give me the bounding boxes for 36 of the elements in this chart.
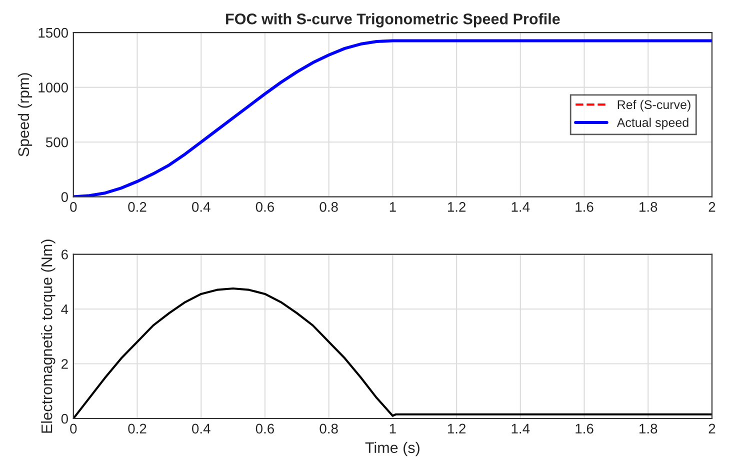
x-tick-label: 0.6 [256, 202, 274, 212]
x-tick-label: 1.8 [640, 424, 658, 434]
x-tick-label: 1.6 [576, 424, 594, 434]
chart-title: FOC with S-curve Trigonometric Speed Profile [226, 13, 560, 28]
x-axis-title: Time (s) [365, 442, 420, 456]
x-tick-label: 1.8 [640, 202, 658, 212]
x-tick-label: 0.2 [128, 424, 146, 434]
x-tick-label: 2 [708, 202, 716, 212]
legend-label: Ref (S-curve) [618, 100, 690, 112]
y-tick-label: 6 [62, 250, 68, 260]
x-tick-label: 0.4 [192, 202, 210, 212]
x-tick-label: 0.8 [320, 202, 338, 212]
y-tick-label: 500 [46, 137, 68, 148]
x-tick-label: 1.4 [512, 424, 530, 434]
x-tick-label: 0 [70, 202, 77, 212]
legend-label: Actual speed [616, 118, 688, 130]
y-tick-label: 1000 [38, 82, 68, 92]
x-tick-label: 0.6 [256, 424, 274, 434]
y-tick-label: 0 [61, 414, 68, 424]
x-tick-label: 0 [70, 424, 77, 434]
y-tick-label: 2 [62, 359, 68, 369]
x-tick-label: 1.6 [576, 202, 594, 212]
x-tick-label: 1.2 [448, 424, 466, 434]
x-tick-label: 1.2 [448, 202, 466, 212]
x-tick-label: 2 [708, 424, 716, 434]
y-tick-label: 4 [61, 304, 68, 314]
x-tick-label: 1.4 [512, 202, 530, 212]
y-axis-title: Speed (rpm) [18, 73, 32, 156]
x-tick-label: 0.4 [192, 424, 210, 434]
x-tick-label: 0.8 [320, 424, 338, 434]
y-axis-title: Electromagnetic torque (Nm) [41, 240, 56, 433]
y-tick-label: 1500 [38, 28, 68, 38]
x-tick-label: 1 [390, 202, 396, 212]
y-tick-label: 0 [61, 192, 68, 202]
x-tick-label: 0.2 [128, 202, 146, 212]
x-tick-label: 1 [390, 424, 396, 434]
